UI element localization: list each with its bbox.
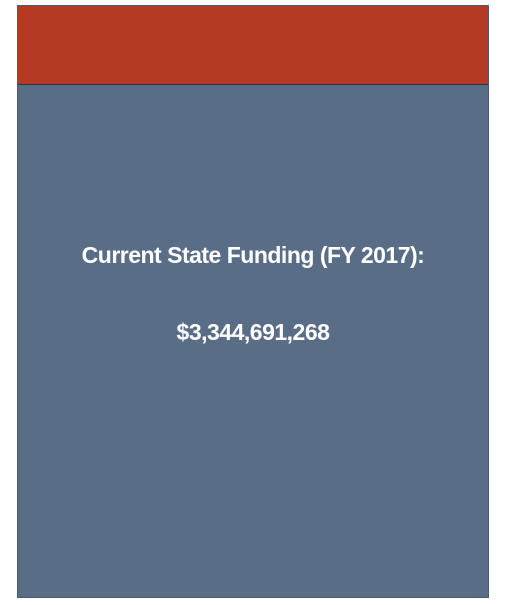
funding-card: Current State Funding (FY 2017): $3,344,… <box>17 5 489 598</box>
header-band <box>18 6 488 85</box>
funding-label: Current State Funding (FY 2017): <box>81 242 425 268</box>
funding-amount: $3,344,691,268 <box>176 319 330 345</box>
